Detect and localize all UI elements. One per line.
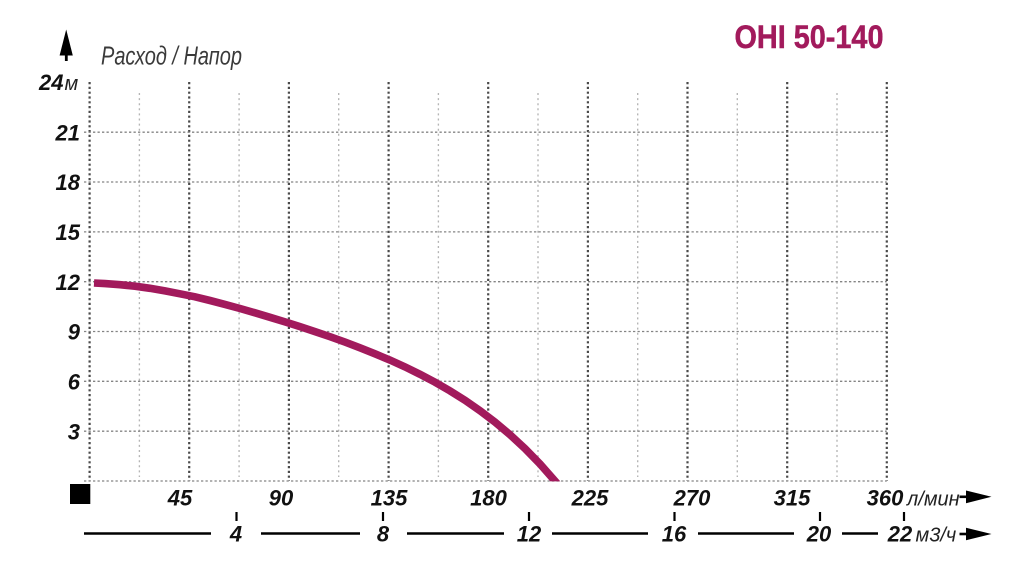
svg-text:OHI 50-140: OHI 50-140 — [735, 19, 884, 55]
svg-text:225: 225 — [571, 486, 609, 511]
svg-text:22: 22 — [887, 522, 913, 547]
svg-text:Расход / Напор: Расход / Напор — [101, 41, 242, 71]
svg-text:90: 90 — [269, 486, 294, 511]
svg-text:21: 21 — [55, 120, 80, 145]
svg-text:180: 180 — [470, 486, 507, 511]
svg-text:20: 20 — [806, 522, 832, 547]
svg-text:м3/ч: м3/ч — [916, 525, 957, 547]
svg-text:12: 12 — [56, 270, 81, 295]
svg-text:8: 8 — [377, 522, 390, 547]
svg-text:4: 4 — [229, 522, 242, 547]
svg-text:18: 18 — [56, 170, 81, 195]
svg-text:9: 9 — [68, 320, 81, 345]
svg-text:15: 15 — [56, 220, 81, 245]
svg-text:6: 6 — [68, 370, 81, 395]
svg-text:45: 45 — [167, 486, 193, 511]
svg-text:270: 270 — [673, 486, 711, 511]
svg-text:12: 12 — [517, 522, 542, 547]
svg-text:л/мин: л/мин — [906, 489, 960, 511]
svg-text:24: 24 — [38, 70, 63, 95]
svg-text:315: 315 — [774, 486, 811, 511]
svg-text:16: 16 — [662, 522, 687, 547]
svg-text:135: 135 — [371, 486, 408, 511]
svg-text:3: 3 — [68, 419, 80, 444]
svg-text:360: 360 — [867, 486, 904, 511]
svg-text:м: м — [65, 73, 79, 95]
